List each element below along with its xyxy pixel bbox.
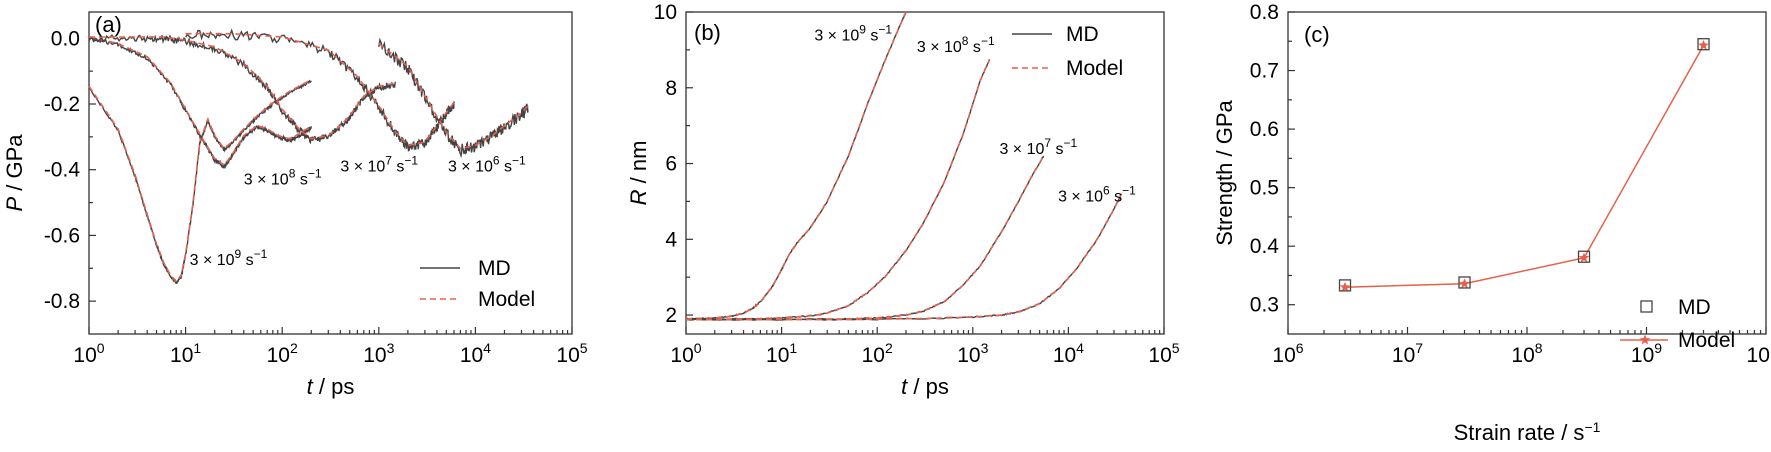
- y-tick-label: 4: [665, 228, 677, 251]
- legend-model-label: Model: [1678, 329, 1735, 352]
- model-series-line: [1344, 45, 1705, 288]
- model-star-marker: [1339, 281, 1351, 292]
- legend: MD Model: [1012, 23, 1123, 80]
- y-axis-label: Strength / GPa: [1212, 99, 1237, 245]
- md-square-marker: [1577, 250, 1591, 263]
- y-tick-label: -0.4: [44, 159, 81, 182]
- panel-label: (b): [694, 20, 721, 45]
- y-axis-label: P / GPa: [2, 134, 27, 212]
- legend-model-label: Model: [1066, 57, 1123, 80]
- y-tick-label: 6: [665, 153, 677, 176]
- legend-md-swatch: [1640, 300, 1653, 313]
- md-square-marker: [1458, 276, 1471, 289]
- x-tick-label: 103: [957, 340, 988, 367]
- x-tick-label: 102: [862, 340, 893, 367]
- md-series-line: [685, 58, 991, 321]
- legend-md-label: MD: [1678, 296, 1711, 319]
- strain-rate-annotation: 3 × 106 s−1: [448, 153, 526, 175]
- model-series-line: [686, 11, 907, 320]
- md-square-marker: [1697, 38, 1710, 51]
- y-tick-label: 2: [665, 304, 677, 327]
- model-series-line: [686, 193, 1123, 321]
- x-tick-label: 1010: [1747, 340, 1771, 367]
- x-axis-label: t / ps: [307, 374, 355, 399]
- y-tick-label: 0.5: [1250, 177, 1279, 200]
- md-series-line: [685, 155, 1045, 321]
- md-series-line: [185, 28, 455, 152]
- strain-rate-annotation: 3 × 107 s−1: [999, 136, 1077, 158]
- y-axis-label: R / nm: [626, 141, 651, 206]
- y-tick-label: 0.6: [1250, 118, 1279, 141]
- model-series-line: [88, 78, 312, 284]
- md-series-line: [88, 34, 396, 145]
- model-series-line: [686, 59, 991, 321]
- md-square-marker: [1338, 279, 1352, 292]
- legend-md-label: MD: [478, 257, 511, 280]
- x-tick-label: 100: [670, 340, 701, 367]
- x-tick-label: 105: [556, 340, 587, 367]
- plot-frame: [685, 11, 1165, 335]
- model-series-line: [185, 32, 455, 147]
- x-tick-label: 107: [1392, 340, 1423, 367]
- x-tick-label: 103: [363, 340, 394, 367]
- strain-rate-annotation: 3 × 108 s−1: [917, 34, 995, 56]
- panel-b-axes: 100 101 102 103 104 105 2 4 6 8 10 3 × 109 s−1 3 × 1…: [626, 1, 1180, 399]
- legend: MD Model: [1620, 296, 1735, 352]
- y-tick-label: 0.3: [1250, 294, 1279, 317]
- strain-rate-annotation: 3 × 108 s−1: [244, 167, 322, 189]
- md-series-line: [685, 11, 907, 320]
- legend-md-label: MD: [1066, 23, 1099, 46]
- x-tick-label: 104: [1053, 340, 1084, 367]
- model-star-marker: [1698, 39, 1709, 50]
- strain-rate-annotation: 3 × 107 s−1: [340, 153, 418, 175]
- model-star-marker: [1459, 278, 1470, 289]
- y-tick-label: -0.8: [44, 290, 80, 313]
- x-axis-label: t / ps: [901, 374, 949, 399]
- panel-c-axes: 106 107 108 109 1010 0.3 0.4 0.5 0.6 0.7 0.8 (c) Str…: [1212, 1, 1771, 445]
- x-tick-label: 108: [1511, 340, 1542, 367]
- y-tick-label: 0.4: [1250, 235, 1280, 258]
- strain-rate-annotation: 3 × 106 s−1: [1058, 183, 1136, 205]
- y-tick-label: 0.0: [51, 27, 80, 50]
- y-tick-label: 0.8: [1250, 1, 1279, 24]
- model-series-line: [88, 36, 312, 167]
- legend: MD Model: [420, 257, 535, 311]
- panel-label: (a): [95, 12, 122, 37]
- strain-rate-annotation: 3 × 109 s−1: [814, 22, 892, 44]
- model-series-line: [89, 36, 396, 140]
- x-axis-label: Strain rate / s−1: [1454, 419, 1601, 445]
- x-tick-label: 109: [1631, 340, 1662, 367]
- strain-rate-annotation: 3 × 109 s−1: [190, 247, 268, 269]
- x-tick-label: 102: [267, 340, 298, 367]
- md-series-line: [685, 193, 1123, 321]
- model-series-line: [378, 42, 529, 150]
- plot-frame: [88, 11, 573, 335]
- legend-model-swatch-star: [1639, 334, 1651, 345]
- x-tick-label: 101: [170, 340, 201, 367]
- panel-a-axes: 100 101 102 103 104 105 0.0 -0.2 -0.4 -0.6 -0.8 3 ×…: [2, 11, 588, 399]
- md-series-line: [88, 36, 312, 169]
- panel-label: (c): [1304, 22, 1330, 47]
- x-tick-label: 100: [73, 340, 104, 367]
- x-tick-label: 104: [460, 340, 491, 367]
- y-tick-label: 0.7: [1250, 60, 1279, 83]
- x-tick-label: 106: [1272, 340, 1303, 367]
- y-tick-label: 8: [665, 77, 677, 100]
- x-tick-label: 101: [766, 340, 797, 367]
- x-tick-label: 105: [1148, 340, 1179, 367]
- y-tick-label: -0.2: [44, 93, 80, 116]
- y-tick-label: -0.6: [44, 224, 80, 247]
- legend-model-label: Model: [478, 288, 535, 311]
- y-tick-label: 10: [654, 1, 677, 24]
- model-star-marker: [1578, 252, 1590, 263]
